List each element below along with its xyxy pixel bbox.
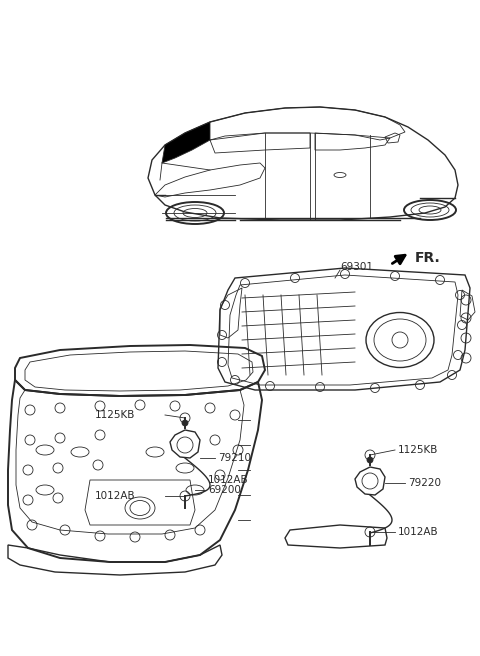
Text: 1125KB: 1125KB [95,410,135,420]
Circle shape [367,457,373,463]
Text: 69301: 69301 [340,262,373,272]
Text: 69200: 69200 [208,485,241,495]
Text: 1012AB: 1012AB [398,527,439,537]
Circle shape [182,420,188,426]
Text: 1125KB: 1125KB [398,445,438,455]
Text: 1012AB: 1012AB [95,491,136,501]
Polygon shape [162,122,210,163]
Text: 79210: 79210 [218,453,251,463]
Text: 79220: 79220 [408,478,441,488]
Text: FR.: FR. [415,251,441,265]
Text: 1012AB: 1012AB [208,475,249,485]
